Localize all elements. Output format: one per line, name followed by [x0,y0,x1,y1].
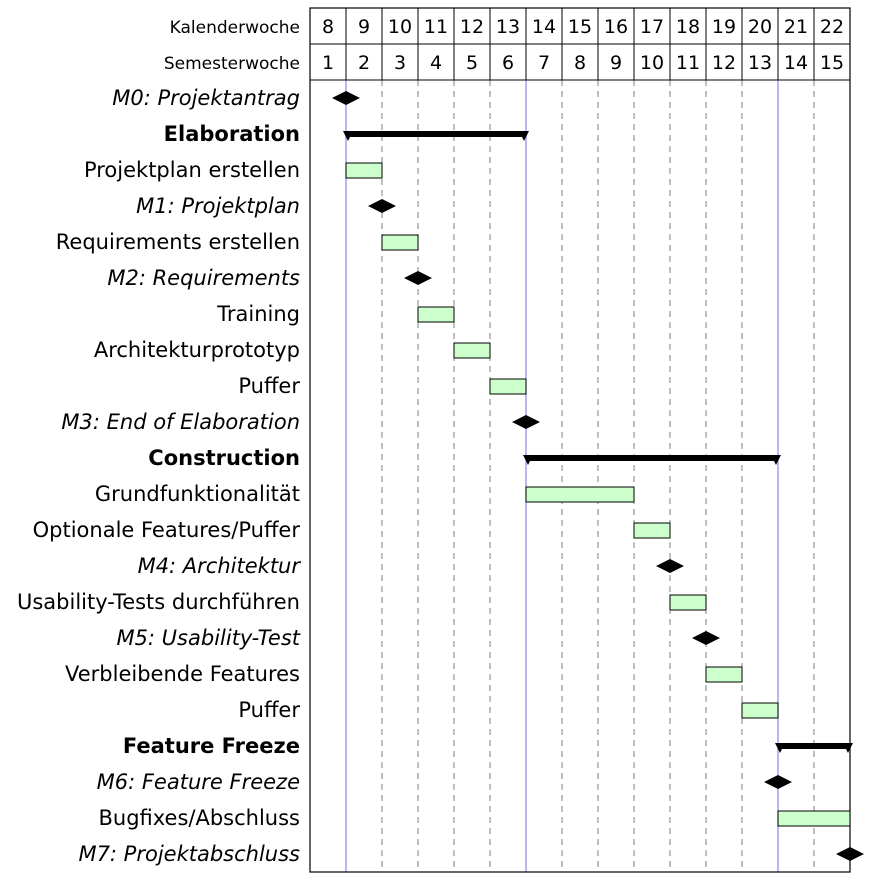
task-label: M7: Projektabschluss [78,842,300,866]
task-label: Elaboration [164,122,300,146]
semester-week-number: 8 [574,52,586,74]
calendar-week-number: 21 [784,16,808,38]
task-label: M3: End of Elaboration [61,410,300,434]
calendar-week-number: 12 [460,16,484,38]
milestone-diamond [368,199,396,213]
semester-week-number: 14 [784,52,808,74]
milestone-diamond [836,847,864,861]
calendar-week-number: 13 [496,16,520,38]
grid-layer [309,7,851,873]
calendar-week-number: 17 [640,16,664,38]
table-frame [309,7,851,873]
group-bar-start-cap [523,455,533,465]
task-label: Architekturprototyp [94,338,300,362]
task-label: Puffer [238,698,300,722]
task-label: M6: Feature Freeze [97,770,300,794]
task-label: Grundfunktionalität [95,482,300,506]
task-label: Construction [148,446,300,470]
task-label: M1: Projektplan [136,194,300,218]
task-bar [705,666,743,683]
task-label: Usability-Tests durchführen [17,590,300,614]
semester-week-number: 2 [358,52,370,74]
calendar-week-number: 20 [748,16,772,38]
semester-week-number: 3 [394,52,406,74]
semester-week-number: 4 [430,52,442,74]
semester-week-number: 11 [676,52,700,74]
task-bar [489,378,527,395]
task-label: Bugfixes/Abschluss [98,806,300,830]
task-label: Optionale Features/Puffer [33,518,301,542]
milestone-diamond [404,271,432,285]
group-bar [346,131,526,137]
semester-week-number: 9 [610,52,622,74]
semester-week-number: 15 [820,52,844,74]
task-bar [525,486,635,503]
semester-week-number: 5 [466,52,478,74]
semester-week-number: 12 [712,52,736,74]
calendar-week-number: 15 [568,16,592,38]
task-bar [381,234,419,251]
task-bar [777,810,851,827]
group-bar [526,455,778,461]
task-bar [633,522,671,539]
task-label: Puffer [238,374,300,398]
calendar-week-number: 9 [358,16,370,38]
milestone-diamond [764,775,792,789]
group-bar-start-cap [343,131,353,141]
label-layer: M0: Projektantrag Elaboration Projektplan … [17,86,301,866]
task-label: M5: Usability-Test [116,626,300,650]
group-bar-end-cap [519,131,529,141]
milestone-diamond [656,559,684,573]
calendar-week-number: 11 [424,16,448,38]
calendar-week-number: 14 [532,16,556,38]
task-label: Training [216,302,300,326]
semester-week-number: 6 [502,52,514,74]
task-bar [669,594,707,611]
bar-layer [332,91,864,861]
task-label: M4: Architektur [138,554,302,578]
task-bar [417,306,455,323]
group-bar-end-cap [771,455,781,465]
calendar-week-header-label: Kalenderwoche [170,18,300,38]
calendar-week-number: 16 [604,16,628,38]
task-label: Feature Freeze [123,734,300,758]
calendar-week-number: 8 [322,16,334,38]
task-bar [453,342,491,359]
task-label: Verbleibende Features [65,662,300,686]
task-label: Requirements erstellen [56,230,300,254]
task-bar [345,162,383,179]
task-label: Projektplan erstellen [84,158,300,182]
semester-week-number: 1 [322,52,334,74]
calendar-week-number: 10 [388,16,412,38]
calendar-week-number: 18 [676,16,700,38]
semester-week-header-label: Semesterwoche [164,54,300,74]
task-label: M2: Requirements [107,266,300,290]
milestone-diamond [512,415,540,429]
task-label: M0: Projektantrag [112,86,300,110]
semester-week-number: 7 [538,52,550,74]
group-bar-end-cap [843,743,853,753]
milestone-diamond [692,631,720,645]
milestone-diamond [332,91,360,105]
semester-week-number: 10 [640,52,664,74]
group-bar-start-cap [775,743,785,753]
semester-week-number: 13 [748,52,772,74]
task-bar [741,702,779,719]
calendar-week-number: 22 [820,16,844,38]
calendar-week-number: 19 [712,16,736,38]
group-bar [778,743,850,749]
